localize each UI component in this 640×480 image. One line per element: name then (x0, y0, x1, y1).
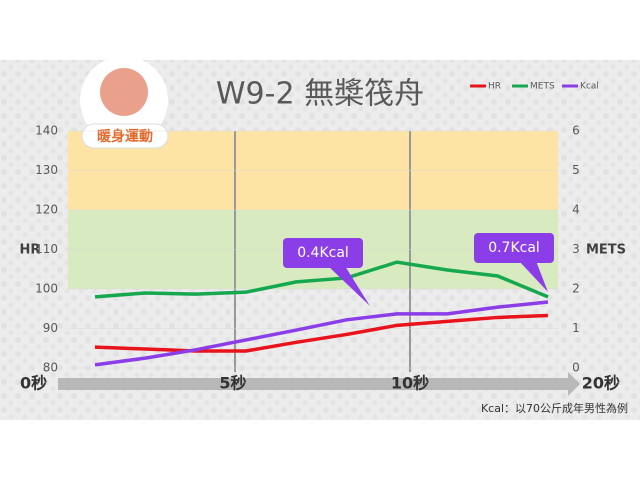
time-label: 5秒 (219, 374, 246, 393)
series-line (94, 313, 549, 353)
y2-tick-label: 0 (572, 361, 580, 375)
callout-pointer (328, 266, 370, 306)
callout-label: 0.7Kcal (488, 240, 540, 256)
cat-icon (100, 68, 148, 116)
chart-title: W9-2 無槳筏舟 (216, 77, 424, 112)
y2-tick-label: 4 (572, 203, 580, 217)
y-tick-label: 110 (35, 242, 58, 256)
legend-label: METS (530, 82, 555, 92)
callout-label: 0.4Kcal (297, 245, 349, 261)
series-line (94, 300, 549, 367)
callout-pointer (519, 261, 548, 292)
y-tick-label: 90 (43, 321, 58, 335)
time-label: 20秒 (582, 374, 620, 393)
y2-tick-label: 2 (572, 282, 580, 296)
badge: 暖身運動 (97, 128, 153, 145)
time-label: 0秒 (20, 374, 47, 393)
y2-axis-label: METS (586, 243, 626, 258)
footnote: Kcal：以70公斤成年男性為例 (481, 401, 628, 415)
y2-tick-label: 3 (572, 242, 580, 256)
legend-label: HR (488, 82, 501, 92)
y-tick-label: 140 (35, 124, 58, 138)
y-tick-label: 120 (35, 203, 58, 217)
y-axis-label: HR (20, 243, 41, 258)
callout-box (474, 233, 554, 263)
y-tick-label: 130 (35, 163, 58, 177)
time-arrow (58, 372, 580, 396)
y-tick-label: 80 (43, 361, 58, 375)
series-line (94, 260, 549, 299)
y2-tick-label: 6 (572, 124, 580, 138)
y2-tick-label: 1 (572, 321, 580, 335)
legend-label: Kcal (580, 82, 599, 92)
time-label: 10秒 (391, 374, 429, 393)
y2-tick-label: 5 (572, 163, 580, 177)
y-tick-label: 100 (35, 282, 58, 296)
badge-bg (81, 123, 169, 149)
callout-box (283, 238, 363, 268)
